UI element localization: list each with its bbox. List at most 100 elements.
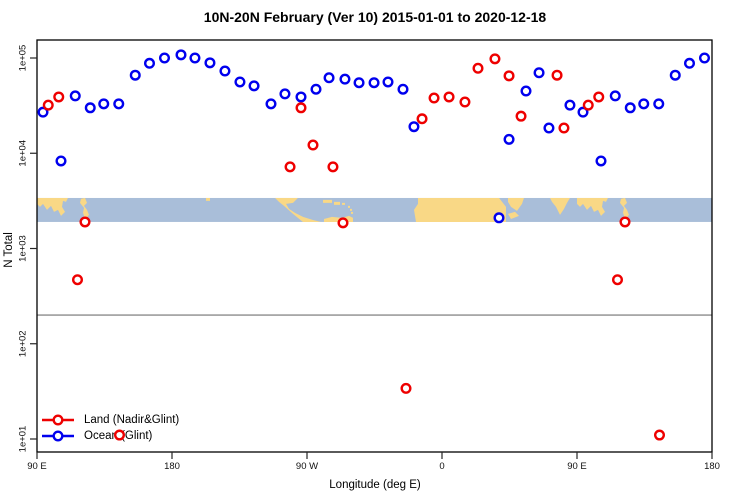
data-point (564, 99, 576, 111)
data-point (158, 52, 170, 64)
data-point (400, 382, 412, 394)
data-point (175, 49, 187, 61)
data-point (353, 77, 365, 89)
data-point (699, 52, 711, 64)
map-ocean (37, 197, 712, 222)
data-point (459, 96, 471, 108)
data-point (129, 69, 141, 81)
y-tick-label: 1e+02 (18, 330, 29, 357)
legend-item-ocean: Ocean (Glint) (41, 428, 179, 444)
data-point (684, 57, 696, 69)
y-tick-label: 1e+05 (18, 45, 29, 72)
data-point (638, 98, 650, 110)
map-land (508, 211, 519, 219)
data-point (558, 122, 570, 134)
data-point (189, 52, 201, 64)
data-point (619, 216, 631, 228)
ocean-marker-icon (42, 430, 74, 442)
data-point (503, 70, 515, 82)
x-tick-label: 180 (704, 461, 720, 472)
data-point (408, 121, 420, 133)
data-point (382, 76, 394, 88)
data-point (582, 99, 594, 111)
y-tick-label: 1e+04 (18, 140, 29, 167)
data-point (219, 65, 231, 77)
data-point (37, 106, 49, 118)
data-point (543, 122, 555, 134)
legend-label-ocean: Ocean (Glint) (84, 430, 153, 442)
y-tick-label: 1e+03 (18, 235, 29, 262)
data-point (609, 90, 621, 102)
data-point (428, 92, 440, 104)
legend-item-land: Land (Nadir&Glint) (41, 412, 179, 428)
data-point (53, 91, 65, 103)
map-land (508, 197, 524, 211)
legend-label-land: Land (Nadir&Glint) (84, 414, 180, 426)
data-point (55, 155, 67, 167)
data-point (443, 91, 455, 103)
map-land (350, 208, 352, 211)
x-axis-label: Longitude (deg E) (329, 479, 421, 491)
map-land (80, 197, 89, 219)
map-land (323, 199, 332, 203)
plot-border (36, 39, 713, 453)
world-map-strip (37, 197, 712, 222)
map-land (351, 211, 353, 214)
x-tick-label: 180 (164, 461, 180, 472)
data-point (612, 274, 624, 286)
data-point (307, 139, 319, 151)
data-point (143, 57, 155, 69)
data-point (595, 155, 607, 167)
map-land (275, 197, 321, 222)
data-point (669, 69, 681, 81)
data-point (295, 91, 307, 103)
data-point (279, 88, 291, 100)
map-land (550, 197, 570, 215)
data-point (397, 83, 409, 95)
map-land (577, 197, 608, 216)
y-tick-label: 1e+01 (18, 426, 29, 453)
data-point (339, 73, 351, 85)
data-point (472, 62, 484, 74)
legend: Land (Nadir&Glint) Ocean (Glint) (41, 412, 179, 444)
data-point (323, 72, 335, 84)
data-point (653, 98, 665, 110)
chart-title: 10N-20N February (Ver 10) 2015-01-01 to … (203, 9, 547, 25)
data-point (515, 110, 527, 122)
data-point (416, 113, 428, 125)
map-land (334, 201, 340, 205)
data-point (577, 106, 589, 118)
data-point (98, 98, 110, 110)
map-land (342, 202, 345, 205)
data-point (593, 91, 605, 103)
map-land (37, 197, 68, 216)
land-marker-icon (42, 414, 74, 426)
data-point (113, 98, 125, 110)
data-point (624, 102, 636, 114)
map-land (348, 205, 350, 208)
x-tick-label: 90 W (296, 461, 318, 472)
data-point (69, 90, 81, 102)
data-point (654, 429, 666, 441)
data-point (265, 98, 277, 110)
x-tick-label: 0 (439, 461, 444, 472)
data-point (520, 85, 532, 97)
data-point (284, 161, 296, 173)
data-point (368, 77, 380, 89)
data-point (551, 69, 563, 81)
data-point (71, 274, 83, 286)
data-point (248, 80, 260, 92)
data-point (295, 102, 307, 114)
data-point (79, 216, 91, 228)
data-point (204, 57, 216, 69)
data-point (337, 217, 349, 229)
data-point (310, 83, 322, 95)
map-land (324, 215, 353, 222)
data-point (42, 99, 54, 111)
x-tick-label: 90 E (27, 461, 47, 472)
data-point (503, 133, 515, 145)
x-tick-label: 90 E (567, 461, 587, 472)
data-point (84, 102, 96, 114)
y-axis-label: N Total (3, 232, 15, 268)
